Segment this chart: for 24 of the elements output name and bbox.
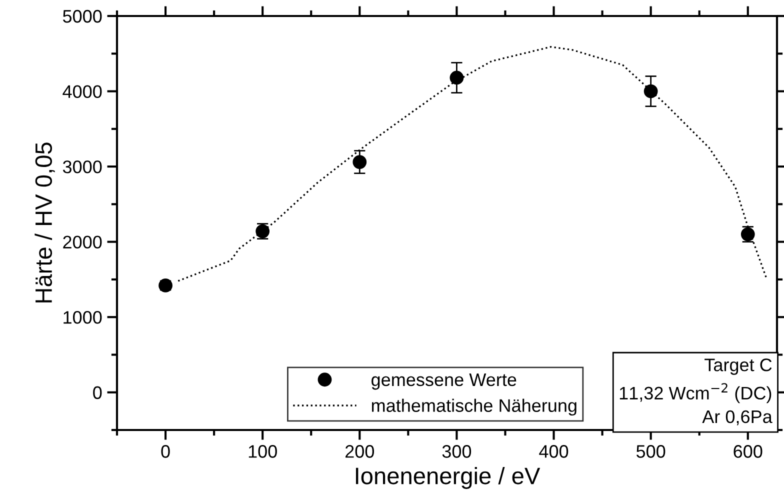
point (450, 70, 464, 85)
y-tick-label: 1000 (64, 311, 102, 324)
x-tick-label: 100 (248, 445, 277, 458)
y-tick-label: 0 (93, 386, 102, 400)
x-tick-label: 400 (539, 445, 568, 458)
x-tick-label: 300 (442, 445, 472, 458)
x-tick-label: 200 (345, 445, 374, 458)
line-series (177, 46, 768, 282)
legend-label: gemessene Werte (372, 374, 516, 390)
y-tick-label: 3000 (62, 160, 102, 174)
annotation: 11,32 Wcm$^{−2}$ (DC) (620, 383, 772, 404)
legend-label: mathematische Näherung (372, 398, 576, 416)
x-axis-title: Ionenenergie / eV (356, 466, 540, 489)
y-tick-label: 4000 (62, 85, 102, 98)
y-axis-title: Härte / HV 0,05 (34, 142, 55, 302)
y-tick-label: 5000 (62, 10, 102, 23)
x-tick-label: 600 (734, 445, 762, 458)
annotation: Ar 0,6Pa (702, 410, 772, 426)
x-tick-label: 0 (161, 445, 170, 458)
x-tick-label: 500 (636, 445, 666, 458)
annotation: Target C (704, 358, 772, 375)
y-tick-label: 2000 (63, 236, 102, 249)
point (352, 155, 367, 169)
point (644, 84, 658, 98)
